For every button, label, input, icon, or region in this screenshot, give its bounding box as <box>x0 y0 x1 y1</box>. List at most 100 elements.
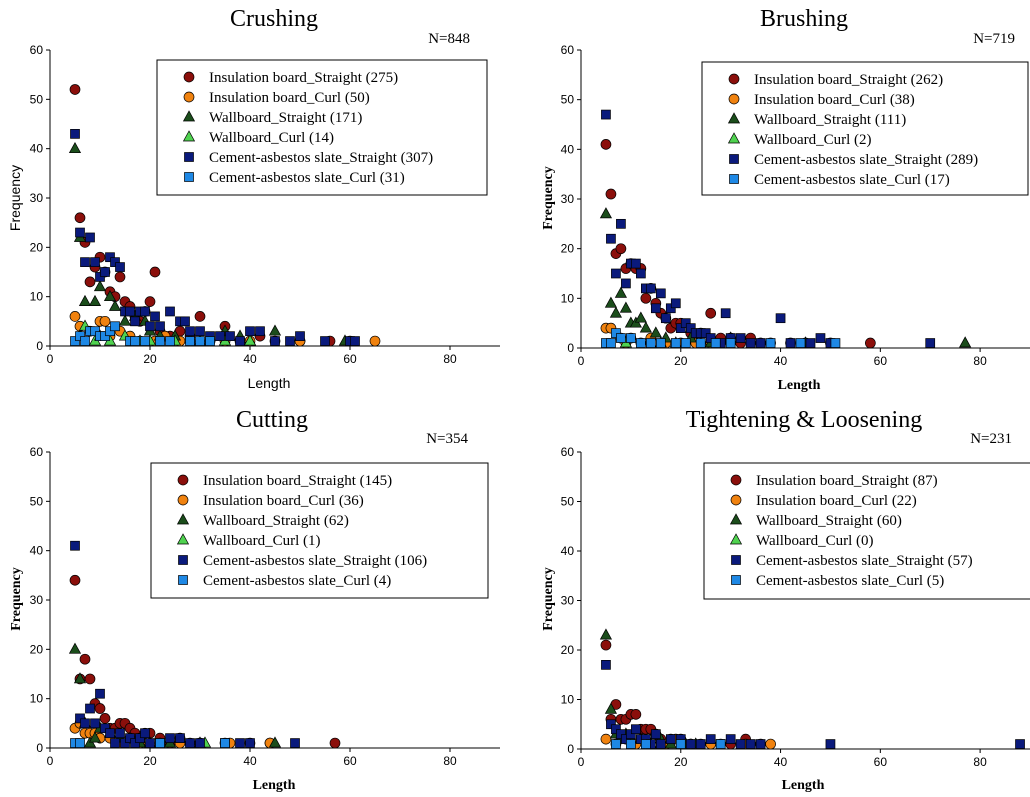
legend-label: Wallboard_Curl (0) <box>756 533 874 549</box>
data-point <box>75 713 85 724</box>
x-tick-label: 60 <box>874 354 888 368</box>
chart-cutting: Cutting N=354 Frequency Length 0 20 40 60 80… <box>9 407 500 793</box>
legend-label: Wallboard_Curl (2) <box>754 132 872 148</box>
y-tick-label: 60 <box>30 43 44 57</box>
data-point <box>865 337 876 349</box>
y-tick-label: 20 <box>561 643 575 657</box>
data-point <box>600 639 612 651</box>
y-tick-label: 30 <box>561 594 575 608</box>
legend-label: Wallboard_Curl (14) <box>209 130 334 146</box>
data-point <box>245 738 255 748</box>
data-point <box>795 338 806 348</box>
data-point <box>165 336 175 346</box>
legend-marker <box>731 575 741 585</box>
data-point <box>606 338 616 348</box>
data-point <box>130 738 140 748</box>
legend-box <box>703 462 1030 600</box>
data-point <box>616 218 626 229</box>
legend-label: Insulation board_Curl (22) <box>756 493 917 509</box>
legend-box <box>701 61 1029 196</box>
series-cement-asbestos-slate-curl <box>601 328 841 348</box>
legend-marker <box>178 575 188 585</box>
x-axis-label: Length <box>782 778 825 793</box>
data-point <box>611 328 621 338</box>
data-point <box>605 188 617 200</box>
legend-label: Insulation board_Curl (38) <box>754 92 915 108</box>
legend-label: Wallboard_Straight (62) <box>203 513 349 529</box>
data-point <box>243 334 257 346</box>
y-tick-label: 40 <box>30 544 44 558</box>
data-point <box>235 738 245 748</box>
data-point <box>70 129 80 139</box>
data-point <box>255 326 265 337</box>
legend-label: Insulation board_Straight (262) <box>754 72 943 88</box>
data-point <box>149 266 161 278</box>
legend-marker <box>176 533 190 545</box>
series-cement-asbestos-slate-curl <box>70 738 230 748</box>
series-cement-asbestos-slate-straight <box>601 109 936 348</box>
legend: Insulation board_Straight (145) Insulatio… <box>150 462 489 599</box>
data-point <box>720 308 731 319</box>
data-point <box>268 324 282 336</box>
data-point <box>235 336 245 346</box>
data-point <box>785 338 796 348</box>
y-tick-label: 50 <box>30 494 44 508</box>
series-cement-asbestos-slate-straight <box>601 660 1025 749</box>
data-point <box>705 734 716 744</box>
x-tick-label: 60 <box>343 754 357 768</box>
chart-crushing: Crushing N=848 Frequency Length 0 20 40 60 8… <box>7 6 500 391</box>
data-point <box>105 326 115 337</box>
data-point <box>215 331 225 341</box>
data-point <box>615 243 627 255</box>
data-point <box>285 336 295 346</box>
data-point <box>745 739 756 749</box>
legend-label: Wallboard_Curl (1) <box>203 533 321 549</box>
y-tick-label: 50 <box>30 92 44 106</box>
data-point <box>73 672 87 684</box>
data-point <box>165 306 175 317</box>
data-point <box>604 702 618 714</box>
chart-panel-tightening-loosening: Tightening & Loosening N=231 Frequency L… <box>515 399 1030 797</box>
axes: 0 20 40 60 80 0 10 20 30 40 50 60 <box>561 43 1030 368</box>
data-point <box>115 728 125 739</box>
legend-label: Cement-asbestos slate_Curl (17) <box>754 172 950 188</box>
data-point <box>78 294 92 306</box>
data-point <box>735 333 746 343</box>
data-point <box>99 315 111 327</box>
x-tick-label: 0 <box>47 352 54 366</box>
legend-marker <box>178 555 188 565</box>
legend-marker <box>177 474 189 486</box>
legend-label: Cement-asbestos slate_Curl (5) <box>756 573 944 589</box>
data-point <box>88 294 102 306</box>
y-tick-label: 60 <box>561 445 575 459</box>
y-tick-label: 40 <box>30 142 44 156</box>
data-point <box>185 336 195 346</box>
legend: Insulation board_Straight (275) Insulatio… <box>156 59 488 196</box>
data-point <box>114 271 126 283</box>
data-point <box>604 296 618 308</box>
data-point <box>725 734 736 744</box>
data-marks <box>599 109 972 349</box>
chart-title: Cutting <box>236 407 308 433</box>
data-point <box>350 336 360 346</box>
legend-marker <box>727 132 741 144</box>
data-point <box>630 709 642 720</box>
legend-marker <box>729 513 743 525</box>
data-point <box>715 739 726 749</box>
data-point <box>1015 739 1025 749</box>
chart-title: Crushing <box>230 6 318 32</box>
data-point <box>329 737 341 749</box>
data-point <box>601 660 611 670</box>
data-marks <box>599 628 1025 750</box>
data-point <box>105 252 115 263</box>
y-tick-label: 30 <box>30 593 44 607</box>
x-tick-label: 40 <box>243 754 257 768</box>
data-point <box>150 311 160 322</box>
x-tick-label: 40 <box>243 352 257 366</box>
data-point <box>775 313 786 324</box>
data-point <box>144 296 156 307</box>
legend-marker <box>184 152 194 162</box>
data-point <box>675 739 686 749</box>
data-point <box>145 738 155 748</box>
data-point <box>655 288 666 299</box>
